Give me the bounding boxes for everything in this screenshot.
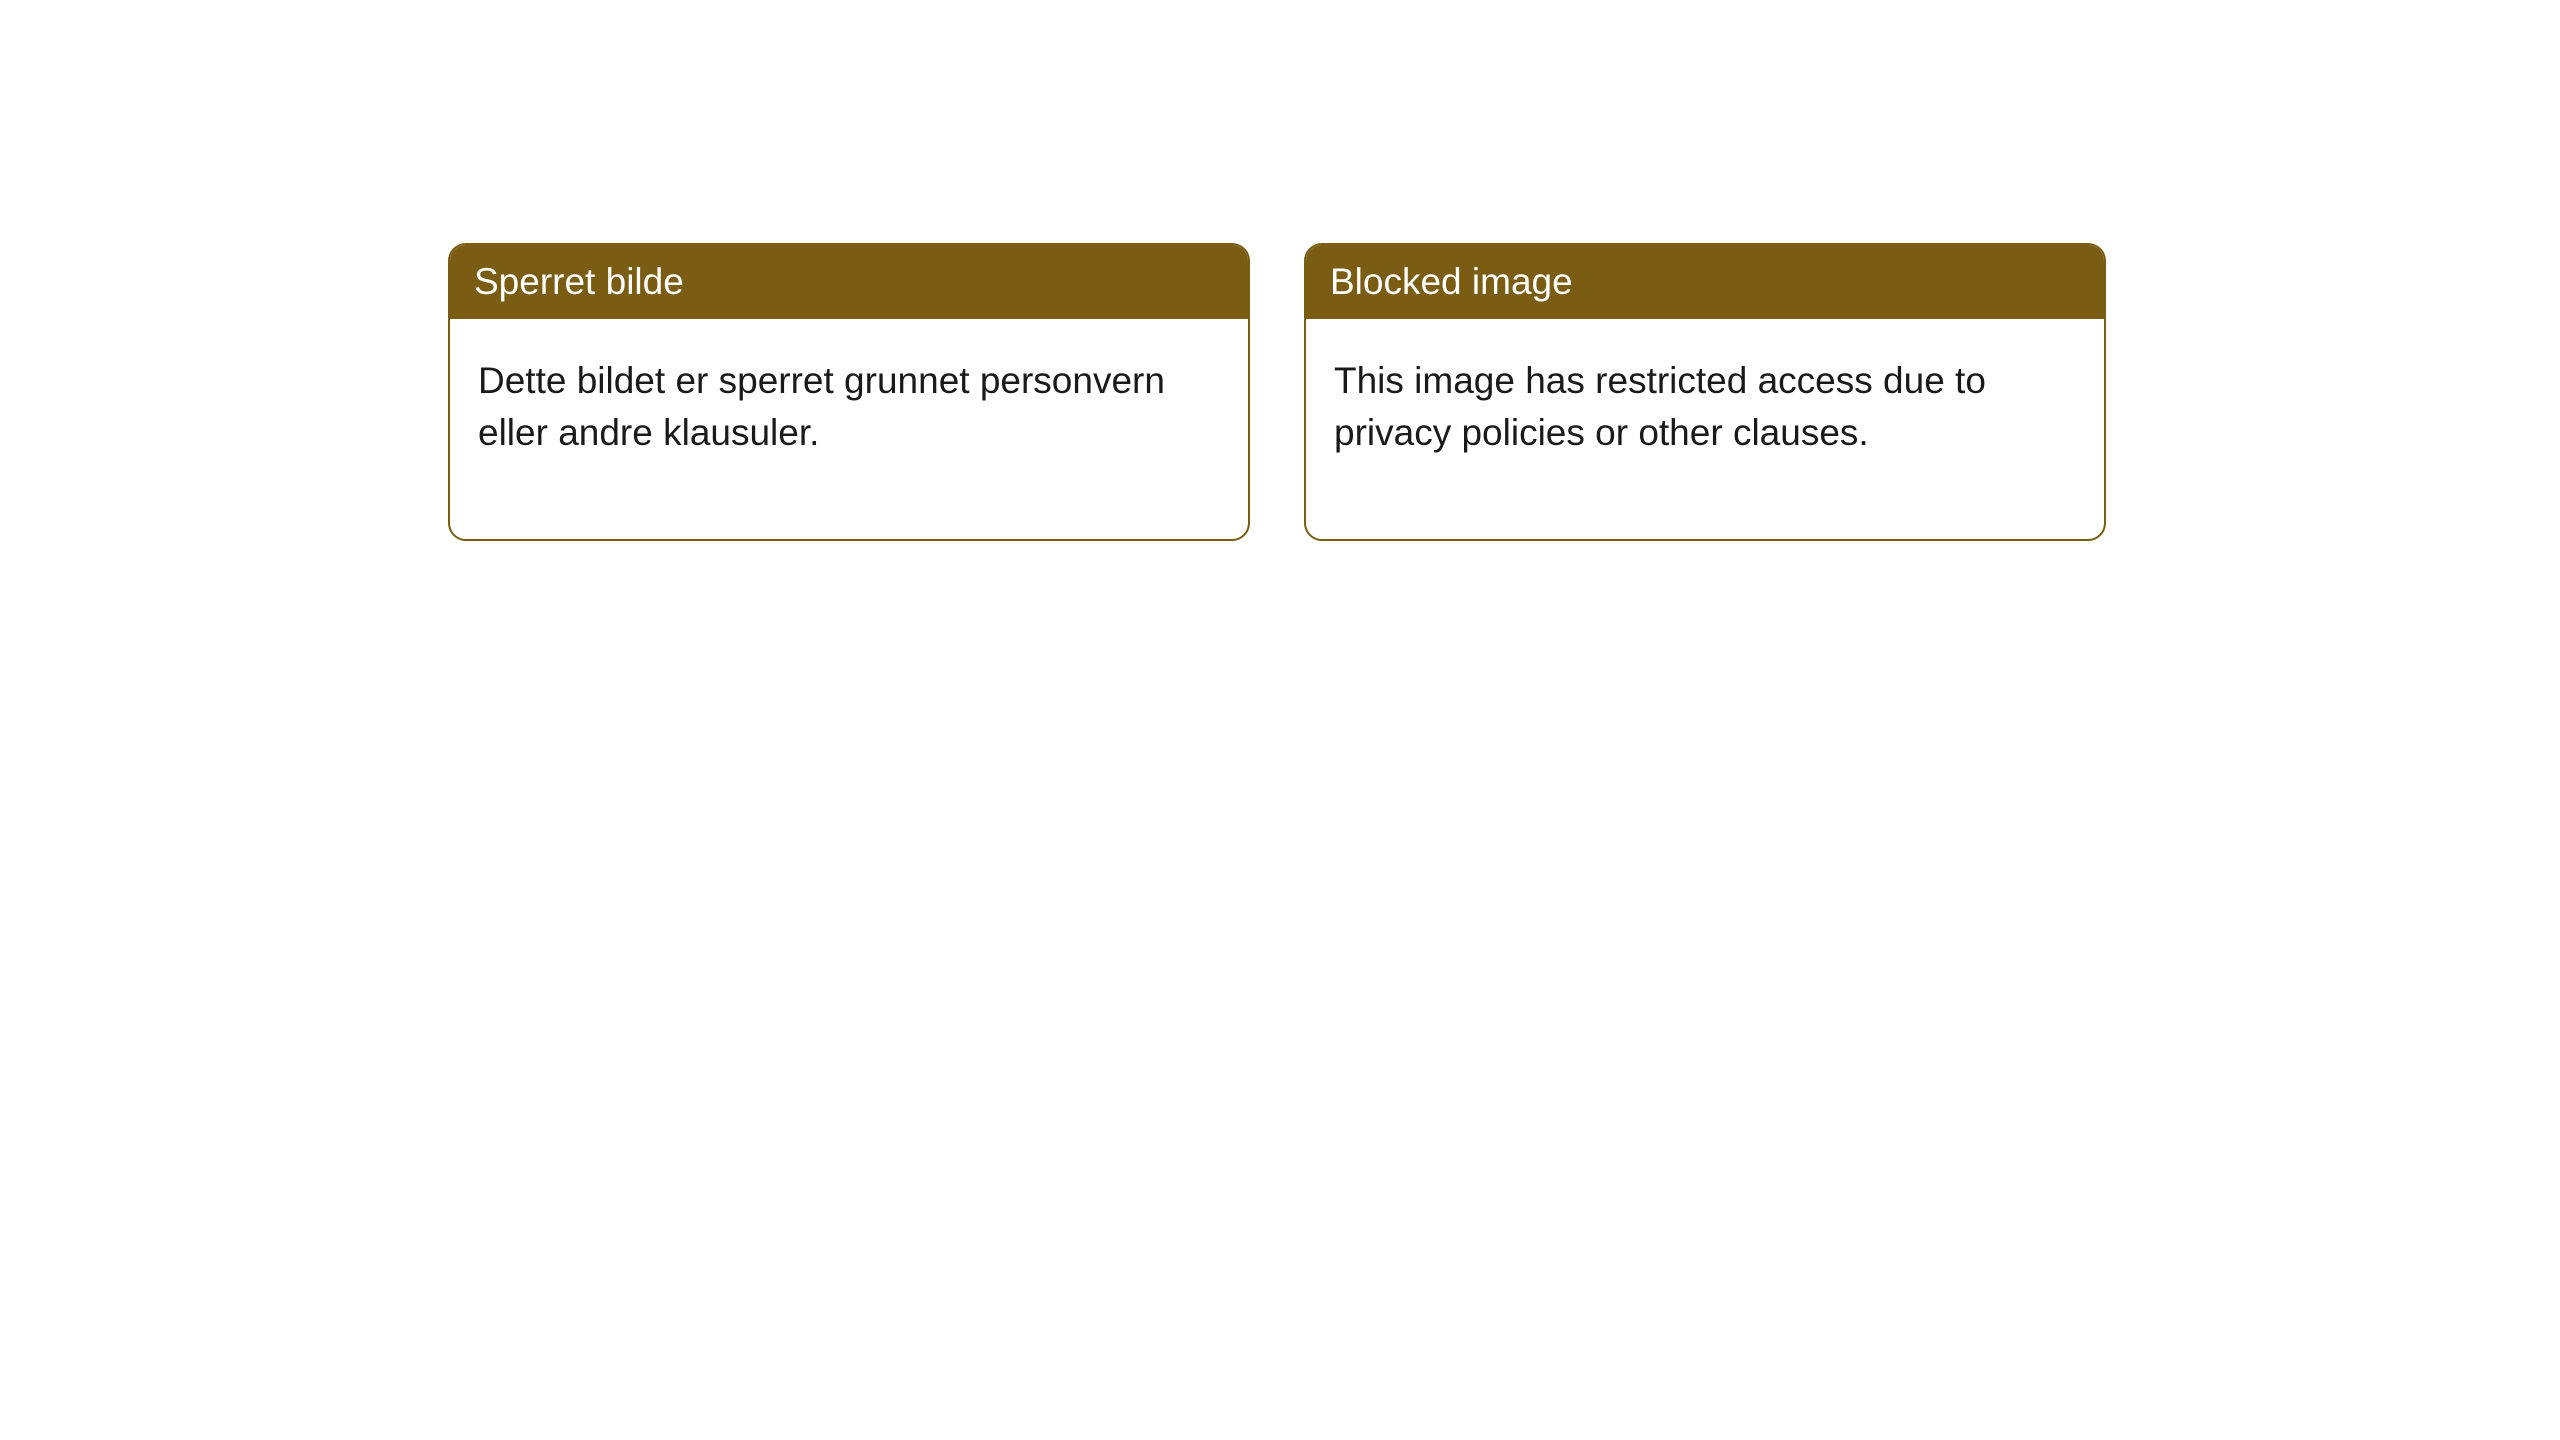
card-body-text: Dette bildet er sperret grunnet personve… [478, 360, 1165, 453]
notice-card-norwegian: Sperret bilde Dette bildet er sperret gr… [448, 243, 1250, 541]
card-title: Blocked image [1330, 261, 1573, 302]
card-header: Sperret bilde [450, 245, 1248, 319]
notice-cards-container: Sperret bilde Dette bildet er sperret gr… [0, 0, 2560, 541]
card-body: Dette bildet er sperret grunnet personve… [450, 319, 1248, 539]
notice-card-english: Blocked image This image has restricted … [1304, 243, 2106, 541]
card-body-text: This image has restricted access due to … [1334, 360, 1986, 453]
card-header: Blocked image [1306, 245, 2104, 319]
card-body: This image has restricted access due to … [1306, 319, 2104, 539]
card-title: Sperret bilde [474, 261, 684, 302]
